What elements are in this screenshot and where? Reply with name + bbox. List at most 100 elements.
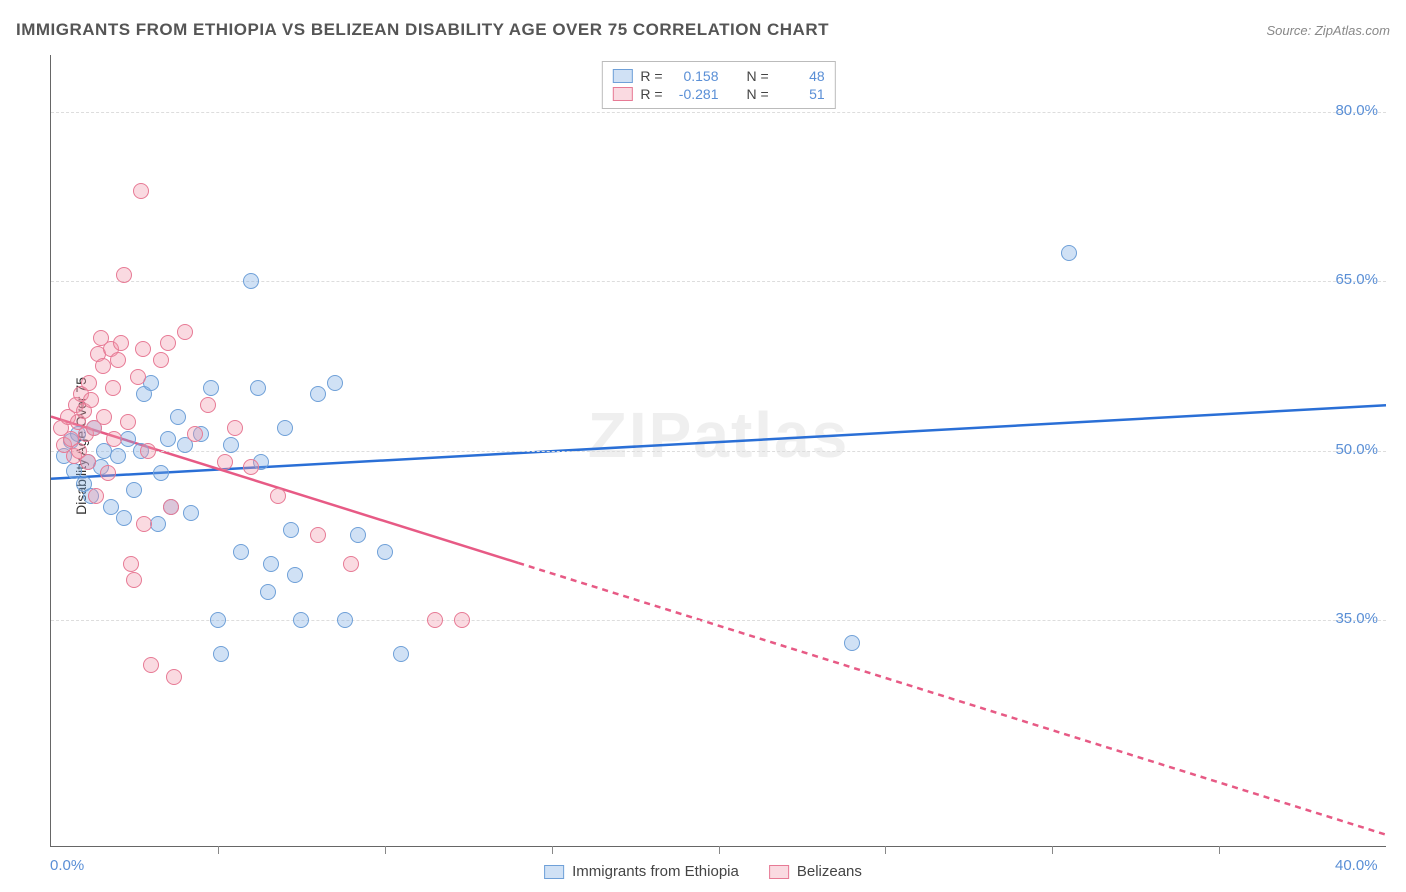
y-tick-label: 80.0% [1335,102,1378,119]
data-point [243,459,259,475]
legend-swatch [544,865,564,879]
stat-r-value: -0.281 [671,86,719,102]
data-point [227,420,243,436]
data-point [160,335,176,351]
source-prefix: Source: [1266,23,1314,38]
stat-r-label: R = [640,86,662,102]
data-point [183,505,199,521]
data-point [153,465,169,481]
scatter-plot: ZIPatlas R = 0.158 N = 48 R = -0.281 N = 51 35.… [50,55,1386,847]
y-tick-label: 35.0% [1335,610,1378,627]
data-point [210,612,226,628]
data-point [123,556,139,572]
data-point [293,612,309,628]
data-point [153,352,169,368]
data-point [143,657,159,673]
data-point [105,380,121,396]
x-tick [1219,846,1220,854]
y-tick-label: 50.0% [1335,441,1378,458]
legend-item: Belizeans [769,863,862,880]
data-point [166,669,182,685]
stat-n-label: N = [747,86,769,102]
data-point [1061,245,1077,261]
watermark: ZIPatlas [588,398,849,472]
data-point [160,431,176,447]
data-point [133,183,149,199]
stat-row: R =0.158N =48 [612,68,824,84]
legend-swatch [769,865,789,879]
data-point [126,482,142,498]
gridline [51,112,1386,113]
data-point [100,465,116,481]
data-point [103,499,119,515]
data-point [130,369,146,385]
x-tick [552,846,553,854]
data-point [170,409,186,425]
x-tick [885,846,886,854]
data-point [427,612,443,628]
data-point [135,341,151,357]
data-point [337,612,353,628]
data-point [327,375,343,391]
data-point [213,646,229,662]
legend-swatch [612,69,632,83]
chart-title: IMMIGRANTS FROM ETHIOPIA VS BELIZEAN DIS… [16,20,829,40]
legend-label: Belizeans [797,863,862,880]
data-point [163,499,179,515]
data-point [393,646,409,662]
data-point [203,380,219,396]
data-point [310,386,326,402]
data-point [187,426,203,442]
data-point [844,635,860,651]
data-point [88,488,104,504]
data-point [233,544,249,560]
legend: Immigrants from Ethiopia Belizeans [544,863,862,880]
x-tick [719,846,720,854]
data-point [120,414,136,430]
legend-swatch [612,87,632,101]
data-point [136,516,152,532]
data-point [106,431,122,447]
x-tick-label: 40.0% [1335,857,1378,874]
data-point [343,556,359,572]
data-point [283,522,299,538]
data-point [116,267,132,283]
source-name: ZipAtlas.com [1315,23,1390,38]
y-tick-label: 65.0% [1335,271,1378,288]
data-point [80,454,96,470]
data-point [377,544,393,560]
data-point [83,392,99,408]
data-point [110,352,126,368]
source-attribution: Source: ZipAtlas.com [1266,23,1390,38]
legend-label: Immigrants from Ethiopia [572,863,739,880]
data-point [263,556,279,572]
stat-n-value: 48 [777,68,825,84]
data-point [310,527,326,543]
data-point [96,409,112,425]
data-point [200,397,216,413]
data-point [177,324,193,340]
data-point [350,527,366,543]
data-point [116,510,132,526]
x-tick [218,846,219,854]
gridline [51,451,1386,452]
data-point [110,448,126,464]
data-point [277,420,293,436]
stat-n-value: 51 [777,86,825,102]
data-point [81,375,97,391]
stat-n-label: N = [747,68,769,84]
x-tick-label: 0.0% [50,857,84,874]
data-point [217,454,233,470]
gridline [51,620,1386,621]
data-point [243,273,259,289]
data-point [270,488,286,504]
correlation-stats-box: R = 0.158 N = 48 R = -0.281 N = 51 [601,61,835,109]
stat-row: R = -0.281 N = 51 [612,86,824,102]
data-point [126,572,142,588]
x-tick [1052,846,1053,854]
data-point [140,443,156,459]
stat-r-value: 0.158 [671,68,719,84]
data-point [454,612,470,628]
data-point [223,437,239,453]
data-point [113,335,129,351]
